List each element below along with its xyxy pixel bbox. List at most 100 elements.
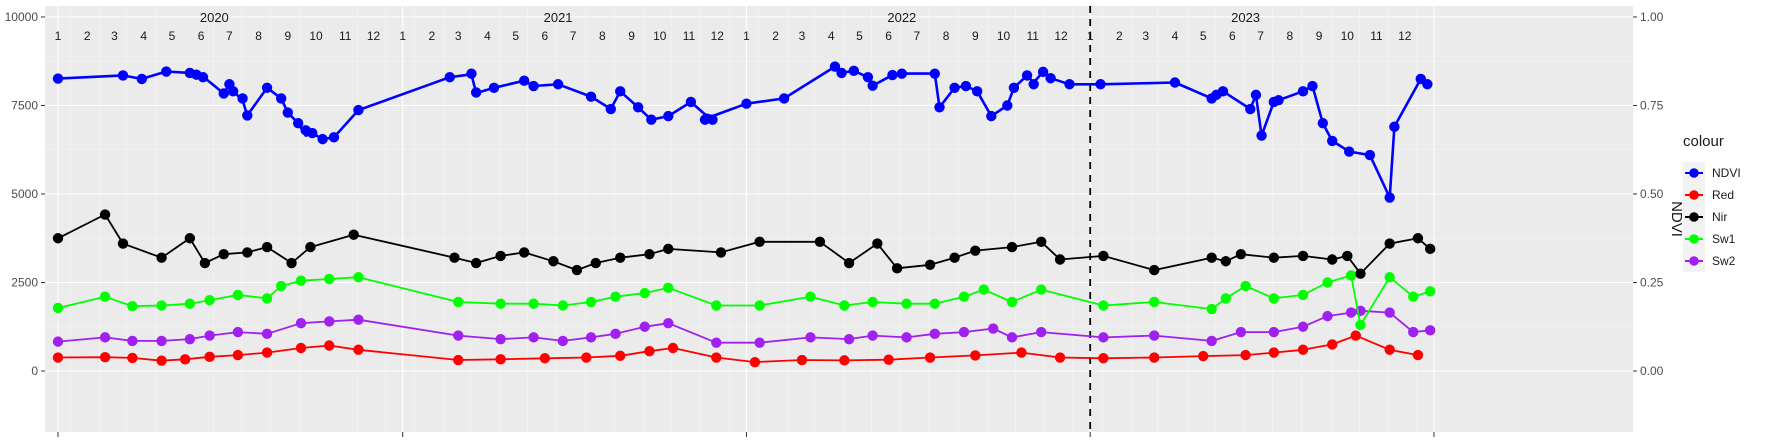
data-point-sw1 [901, 298, 912, 309]
data-point-sw2 [261, 328, 273, 340]
month-label: 12 [367, 29, 381, 43]
month-labels: 1 2 3 4 5 6 7 8 9 10 11 12 1 2 3 4 5 6 7 8 9 10 11 12 1 2 3 4 5 6 7 8 9 1… [55, 29, 1412, 43]
data-point-sw1 [663, 282, 674, 294]
axes-layer: 0 2500 5000 7500 10000 0.00 0.25 0.50 0.75 1.00 [5, 10, 1664, 437]
y-tick-label: 2500 [11, 276, 38, 290]
data-point-nir [52, 233, 64, 244]
data-point-red [1240, 349, 1251, 361]
data-point-ndvi [237, 93, 248, 104]
data-point-sw2 [156, 335, 167, 347]
data-point-red [1098, 353, 1109, 364]
data-point-ndvi [848, 65, 860, 77]
data-point-red [453, 354, 464, 366]
data-point-nir [548, 256, 559, 267]
legend-label: NDVI [1712, 166, 1741, 180]
data-point-ndvi [829, 61, 841, 72]
data-point-sw1 [1345, 270, 1357, 281]
y2-tick-label: 1.00 [1640, 10, 1664, 24]
data-point-ndvi [261, 82, 273, 94]
data-point-sw1 [958, 291, 970, 302]
data-point-sw2 [324, 316, 335, 327]
data-point-red [796, 354, 808, 366]
month-label: 8 [943, 29, 950, 43]
legend-label: Nir [1712, 210, 1727, 224]
data-point-ndvi [218, 88, 229, 99]
data-point-nir [449, 252, 460, 263]
data-point-nir [924, 259, 936, 270]
data-point-sw1 [353, 271, 364, 283]
legend-title: colour [1683, 133, 1724, 150]
month-label: 8 [599, 29, 606, 43]
data-point-sw2 [204, 330, 215, 341]
month-label: 3 [111, 29, 118, 43]
data-point-sw2 [901, 332, 912, 343]
data-point-sw2 [585, 332, 597, 343]
data-point-ndvi [1422, 79, 1433, 90]
month-label: 8 [255, 29, 262, 43]
data-point-sw1 [585, 296, 597, 308]
data-point-sw1 [184, 298, 196, 309]
month-label: 12 [1054, 29, 1068, 43]
data-point-sw2 [127, 335, 138, 347]
data-point-sw1 [156, 300, 167, 311]
month-label: 7 [1257, 29, 1264, 43]
data-point-nir [1036, 236, 1047, 247]
legend-marker [1689, 168, 1699, 178]
data-point-ndvi [934, 102, 945, 113]
data-point-ndvi [741, 98, 752, 109]
data-point-nir [891, 263, 903, 274]
data-point-nir [1220, 256, 1232, 267]
data-point-ndvi [867, 80, 878, 91]
data-point-ndvi [1343, 146, 1355, 157]
data-point-nir [261, 241, 273, 253]
data-point-red [1268, 347, 1280, 358]
data-point-red [99, 351, 111, 363]
legend-label: Sw1 [1712, 232, 1736, 246]
y-tick-label: 10000 [5, 10, 39, 24]
data-point-ndvi [699, 114, 711, 125]
month-label: 6 [1229, 29, 1236, 43]
data-point-ndvi [1384, 192, 1395, 203]
legend-item-sw1: Sw1 [1683, 228, 1736, 250]
data-point-red [1327, 339, 1338, 350]
data-point-sw1 [276, 280, 287, 292]
data-point-nir [1412, 233, 1424, 244]
legend-marker [1689, 256, 1699, 266]
series-sw1 [52, 270, 1436, 331]
month-label: 11 [1027, 29, 1040, 43]
year-label: 2023 [1231, 10, 1260, 25]
data-point-ndvi [685, 96, 697, 108]
data-point-red [581, 352, 592, 363]
data-point-ndvi [197, 71, 209, 83]
data-point-sw2 [663, 318, 674, 329]
data-point-nir [1268, 252, 1280, 263]
data-point-sw1 [557, 300, 568, 311]
data-point-red [644, 345, 655, 357]
data-point-ndvi [528, 80, 539, 92]
data-point-red [1149, 352, 1160, 363]
month-label: 6 [198, 29, 205, 43]
legend-item-nir: Nir [1683, 206, 1727, 228]
month-label: 11 [339, 29, 352, 43]
data-point-red [1350, 330, 1361, 341]
data-point-red [295, 342, 307, 354]
data-point-ndvi [896, 68, 908, 79]
month-label: 11 [683, 29, 696, 43]
y2-tick-label: 0.50 [1640, 187, 1664, 201]
legend-item-red: Red [1683, 184, 1734, 206]
data-point-ndvi [1028, 79, 1039, 90]
data-point-sw1 [867, 296, 878, 308]
data-point-ndvi [707, 114, 718, 125]
year-label: 2022 [887, 10, 916, 25]
legend-label: Sw2 [1712, 254, 1736, 268]
data-point-ndvi [646, 114, 657, 125]
data-point-sw2 [867, 330, 878, 341]
data-point-nir [470, 257, 482, 269]
data-point-sw2 [987, 323, 999, 334]
data-point-ndvi [307, 127, 318, 139]
series-nir [52, 209, 1436, 279]
data-point-red [204, 351, 215, 363]
data-point-ndvi [1317, 118, 1329, 129]
data-point-ndvi [518, 75, 530, 86]
data-point-sw2 [1297, 321, 1309, 332]
